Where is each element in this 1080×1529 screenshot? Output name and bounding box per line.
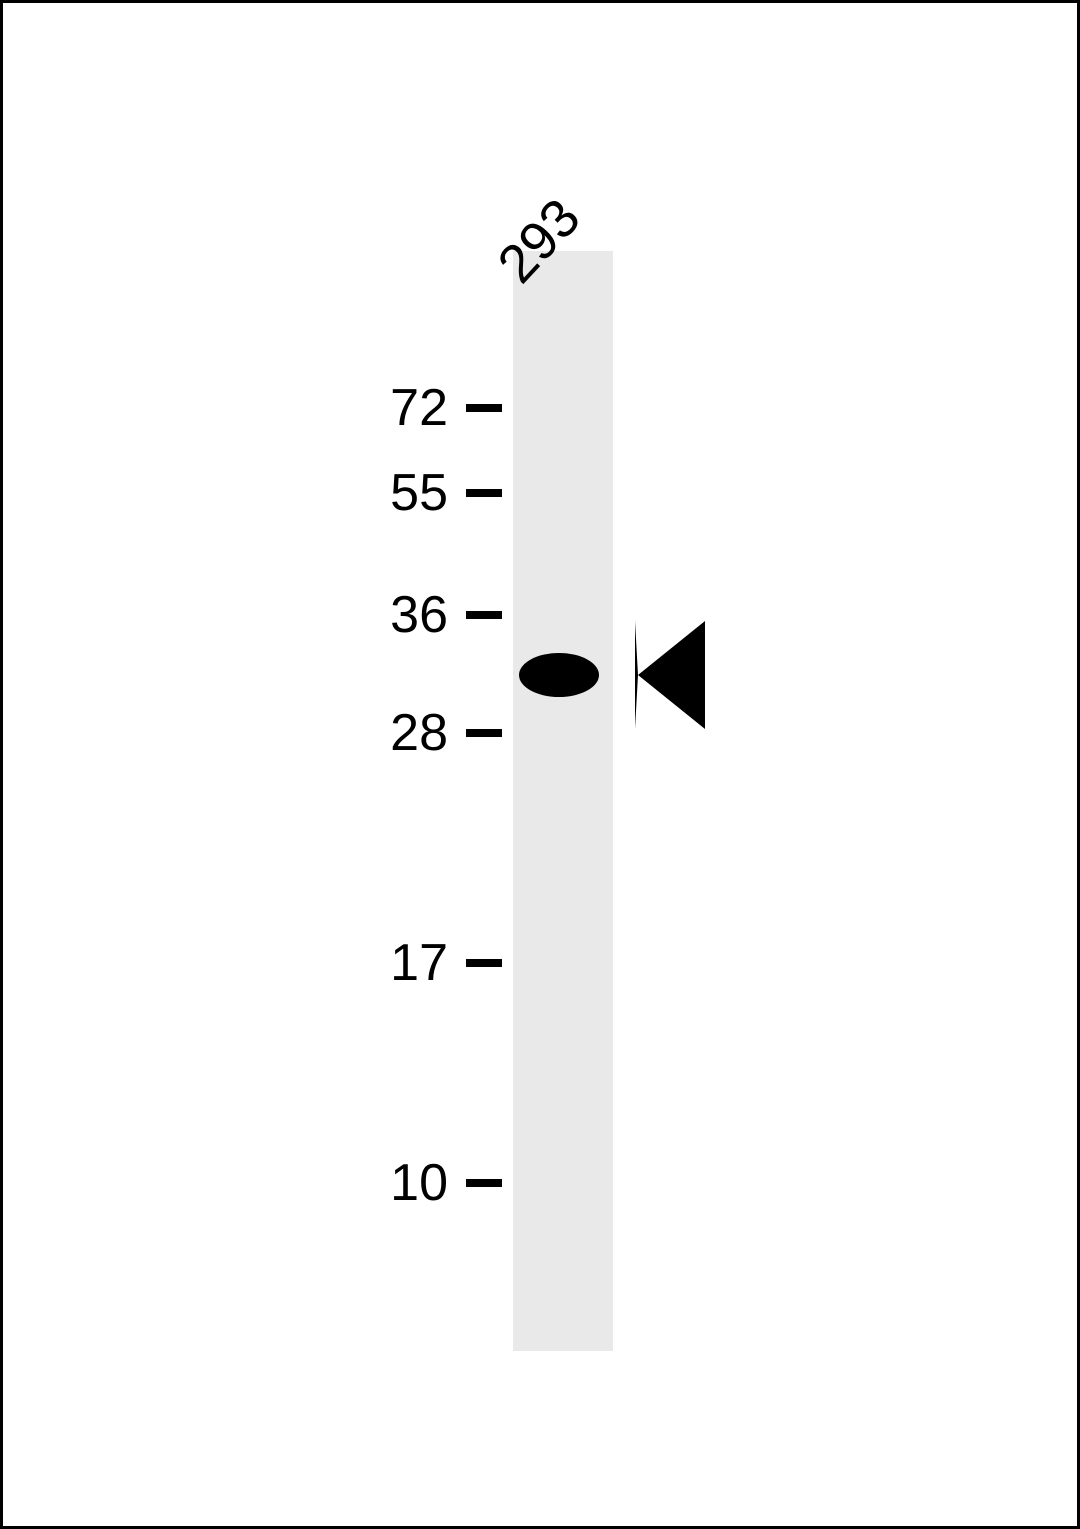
marker-label: 28 (3, 707, 448, 759)
band-arrow-icon (635, 621, 705, 729)
lane-strip (513, 251, 613, 1351)
marker-row: 10 (3, 1157, 502, 1209)
marker-tick (466, 489, 502, 497)
marker-tick (466, 1179, 502, 1187)
marker-label: 55 (3, 467, 448, 519)
marker-row: 36 (3, 589, 502, 641)
marker-label: 10 (3, 1157, 448, 1209)
marker-row: 17 (3, 937, 502, 989)
marker-tick (466, 404, 502, 412)
marker-row: 28 (3, 707, 502, 759)
blot-frame: 293 725536281710 (0, 0, 1080, 1529)
marker-row: 55 (3, 467, 502, 519)
marker-row: 72 (3, 382, 502, 434)
marker-label: 17 (3, 937, 448, 989)
marker-label: 36 (3, 589, 448, 641)
protein-band (519, 653, 599, 697)
marker-label: 72 (3, 382, 448, 434)
marker-tick (466, 959, 502, 967)
marker-tick (466, 611, 502, 619)
marker-tick (466, 729, 502, 737)
